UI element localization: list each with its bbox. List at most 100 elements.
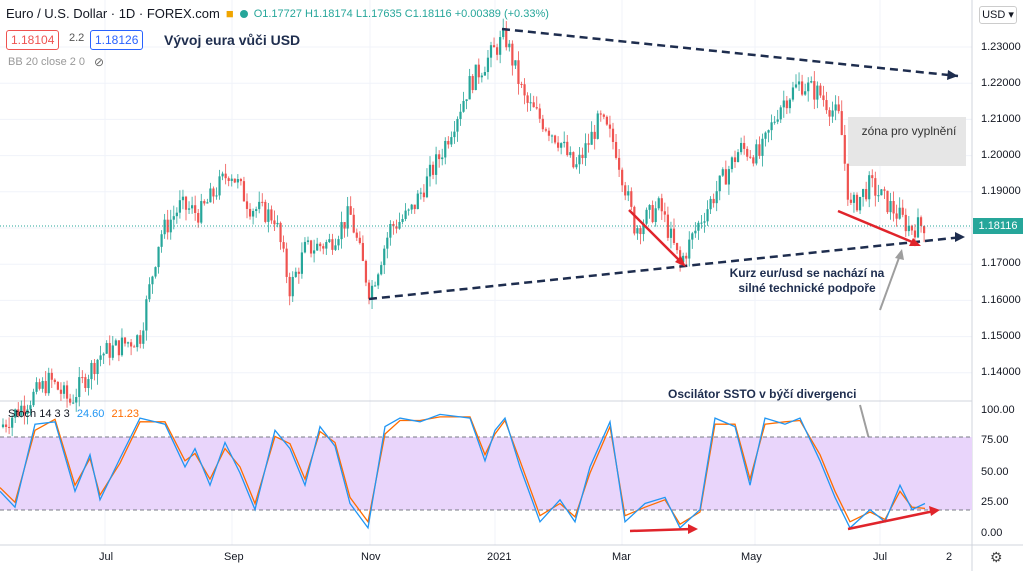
- candle-body: [743, 142, 746, 149]
- candle-body: [358, 237, 361, 243]
- candle-body: [685, 255, 688, 259]
- candle-body: [593, 131, 596, 139]
- candle-body: [788, 99, 791, 109]
- candle-body: [828, 110, 831, 117]
- price-tick: 1.15000: [981, 330, 1021, 342]
- candle-body: [59, 389, 63, 394]
- candle-body: [11, 417, 14, 428]
- candle-body: [919, 217, 923, 227]
- stoch-tick: 75.00: [981, 434, 1009, 446]
- candle-body: [675, 242, 679, 251]
- candle-body: [825, 100, 828, 111]
- candle-body: [96, 359, 99, 375]
- candle-body: [395, 226, 398, 229]
- candle-body: [23, 405, 26, 414]
- candle-body: [761, 138, 764, 156]
- candle-body: [907, 225, 910, 232]
- candle-body: [346, 206, 349, 229]
- candle-body: [212, 188, 215, 197]
- price-arrow-2: [837, 209, 918, 246]
- candle-body: [111, 345, 114, 358]
- candle-body: [807, 82, 810, 92]
- alert-icon[interactable]: ■: [225, 6, 234, 21]
- candle-body: [523, 84, 526, 96]
- candle-body: [883, 189, 886, 191]
- stoch-tick: 25.00: [981, 496, 1009, 508]
- candle-body: [813, 81, 816, 100]
- candle-body: [508, 43, 511, 48]
- price-arrow-1: [628, 209, 684, 265]
- candle-body: [377, 274, 380, 286]
- candle-body: [239, 179, 242, 182]
- lower-trendline: [368, 235, 964, 301]
- candle-body: [288, 276, 291, 297]
- candle-body: [773, 121, 776, 123]
- stoch-legend[interactable]: Stoch 14 3 3 24.60 21.23: [8, 408, 139, 420]
- candle-body: [660, 198, 663, 212]
- candle-body: [654, 208, 657, 223]
- buy-price-button[interactable]: 1.18126: [90, 30, 144, 50]
- oscillator-annotation: Oscilátor SSTO v býčí divergenci: [668, 387, 857, 401]
- candle-body: [895, 213, 898, 219]
- candle-body: [410, 204, 413, 210]
- upper-trendline: [501, 27, 959, 78]
- candle-body: [163, 219, 166, 235]
- candle-body: [114, 340, 117, 346]
- candle-body: [453, 131, 456, 138]
- bollinger-indicator-label[interactable]: BB 20 close 2 0: [8, 56, 86, 68]
- candle-body: [413, 204, 416, 210]
- candle-body: [770, 122, 773, 131]
- price-tick: 1.14000: [981, 366, 1021, 378]
- settings-gear-icon[interactable]: ⚙: [990, 549, 1003, 565]
- candle-body: [740, 142, 743, 153]
- candle-body: [422, 192, 425, 198]
- candle-body: [245, 201, 249, 209]
- price-tick: 1.21000: [981, 113, 1021, 125]
- candle-body: [584, 143, 587, 159]
- currency-select[interactable]: USD ▾: [979, 6, 1017, 24]
- candle-body: [200, 201, 203, 223]
- candle-body: [624, 185, 627, 196]
- candle-body: [47, 372, 50, 394]
- candle-body: [736, 152, 740, 162]
- candle-body: [32, 391, 35, 406]
- candle-body: [191, 205, 194, 209]
- candle-body: [438, 154, 441, 160]
- time-tick: Mar: [612, 551, 631, 563]
- candle-body: [428, 164, 432, 177]
- candle-body: [904, 214, 907, 232]
- candle-body: [41, 381, 44, 389]
- symbol-header: Euro / U.S. Dollar · 1D · FOREX.com ■ O1…: [6, 6, 549, 21]
- pointer-arrow-price: [879, 254, 901, 311]
- candle-body: [386, 237, 389, 249]
- candle-body: [651, 205, 654, 223]
- candle-body: [865, 189, 868, 200]
- candle-body: [779, 107, 782, 120]
- sell-price-button[interactable]: 1.18104: [6, 30, 60, 50]
- candle-body: [874, 178, 877, 196]
- candle-body: [758, 144, 761, 156]
- candle-body: [791, 87, 795, 100]
- candle-body: [35, 382, 38, 392]
- candle-body: [575, 164, 578, 168]
- candle-body: [14, 409, 17, 418]
- candle-body: [242, 181, 246, 202]
- candle-body: [599, 113, 602, 115]
- stoch-k-line: [0, 413, 926, 530]
- symbol-name[interactable]: Euro / U.S. Dollar · 1D · FOREX.com: [6, 6, 220, 21]
- candle-body: [462, 101, 465, 112]
- price-tick: 1.22000: [981, 77, 1021, 89]
- candle-body: [309, 240, 313, 254]
- stoch-k-value: 24.60: [76, 408, 105, 420]
- price-tick: 1.17000: [981, 257, 1021, 269]
- candle-body: [267, 209, 270, 222]
- candle-body: [709, 198, 712, 210]
- candle-body: [313, 250, 316, 254]
- hide-eye-icon[interactable]: ⊘: [94, 55, 105, 69]
- stoch-arrow-2: [847, 509, 935, 531]
- spread-value: 2.2: [69, 32, 85, 44]
- candle-body: [389, 224, 392, 238]
- candle-body: [843, 135, 846, 164]
- candle-body: [197, 212, 200, 223]
